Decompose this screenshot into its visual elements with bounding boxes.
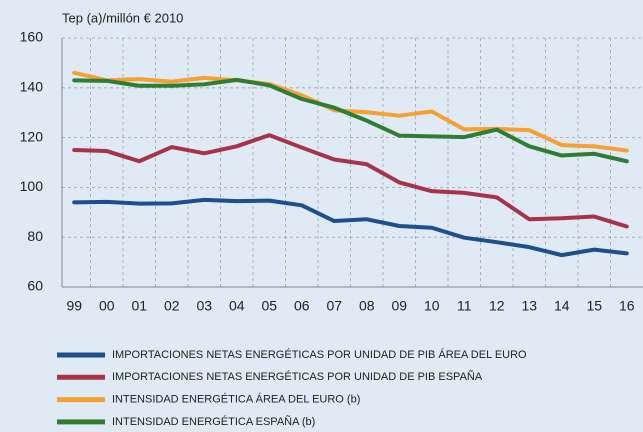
x-tick-label: 05 xyxy=(261,298,277,314)
series-line xyxy=(72,197,629,258)
x-tick-label: 07 xyxy=(326,298,342,314)
series-line xyxy=(72,133,629,229)
y-tick-label: 120 xyxy=(20,128,44,144)
x-tick-label: 01 xyxy=(131,298,147,314)
series-line xyxy=(72,70,629,153)
legend-label: INTENSIDAD ENERGÉTICA ÁREA DEL EURO (b) xyxy=(112,393,360,406)
x-tick-label: 03 xyxy=(196,298,212,314)
legend-label: INTENSIDAD ENERGÉTICA ESPAÑA (b) xyxy=(112,415,315,428)
x-tick-label: 10 xyxy=(424,298,440,314)
x-tick-label: 16 xyxy=(619,298,635,314)
x-tick-label: 13 xyxy=(521,298,537,314)
x-tick-label: 99 xyxy=(66,298,82,314)
series-line xyxy=(72,77,629,164)
y-tick-label: 160 xyxy=(20,29,44,45)
y-tick-label: 80 xyxy=(27,228,43,244)
x-tick-label: 14 xyxy=(554,298,570,314)
x-tick-label: 08 xyxy=(359,298,375,314)
x-tick-label: 06 xyxy=(294,298,310,314)
x-tick-label: 04 xyxy=(229,298,245,314)
x-tick-label: 12 xyxy=(489,298,505,314)
y-axis-label: Tep (a)/millón € 2010 xyxy=(62,10,183,25)
x-tick-label: 11 xyxy=(457,298,472,314)
legend-label: IMPORTACIONES NETAS ENERGÉTICAS POR UNID… xyxy=(112,348,527,361)
x-tick-label: 00 xyxy=(99,298,115,314)
y-tick-label: 140 xyxy=(20,79,44,95)
legend-label: IMPORTACIONES NETAS ENERGÉTICAS POR UNID… xyxy=(112,370,483,383)
y-tick-label: 100 xyxy=(20,178,44,194)
x-tick-label: 15 xyxy=(586,298,602,314)
y-tick-label: 60 xyxy=(27,278,43,294)
x-tick-label: 02 xyxy=(164,298,180,314)
x-tick-label: 09 xyxy=(391,298,407,314)
